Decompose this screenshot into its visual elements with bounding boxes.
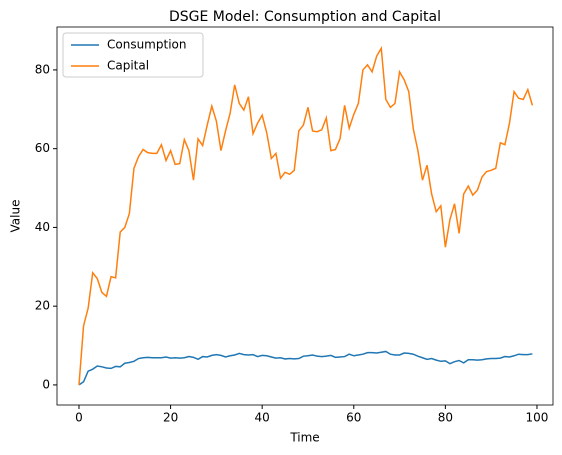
x-tick-label: 40 (255, 411, 270, 425)
x-tick-label: 80 (438, 411, 453, 425)
legend-label: Consumption (107, 38, 186, 52)
x-tick-label: 60 (346, 411, 361, 425)
y-tick-label: 20 (35, 299, 50, 313)
data-line (78, 45, 534, 385)
data-line (78, 350, 533, 386)
x-axis-label: Time (289, 431, 319, 445)
y-tick-label: 0 (42, 377, 50, 391)
plot-frame (56, 26, 554, 406)
chart-title: DSGE Model: Consumption and Capital (169, 9, 441, 25)
y-tick-label: 60 (35, 141, 50, 155)
x-tick-label: 0 (75, 411, 83, 425)
x-tick-label: 100 (526, 411, 549, 425)
y-axis-label: Value (9, 200, 23, 233)
y-tick-label: 40 (35, 220, 50, 234)
legend-label: Capital (107, 59, 149, 73)
x-tick-label: 20 (163, 411, 178, 425)
y-tick-label: 80 (35, 62, 50, 76)
